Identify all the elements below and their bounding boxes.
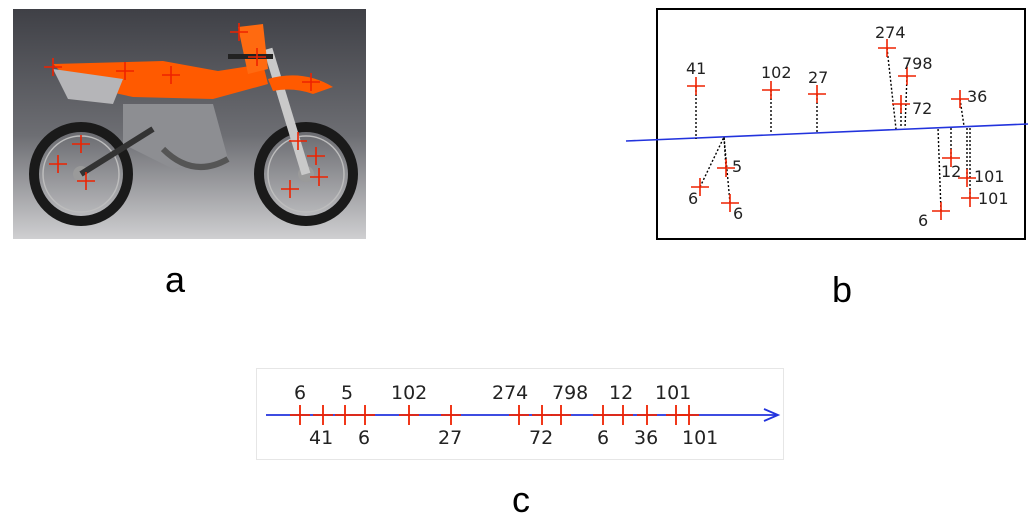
panel-c-label-above: 5 — [341, 382, 353, 404]
panel-c-cross — [313, 405, 333, 425]
panel-c-label-below: 6 — [358, 427, 370, 449]
panel-b-cross — [942, 149, 960, 167]
panel-c-label-below: 27 — [438, 427, 462, 449]
panel-c-cross — [335, 405, 355, 425]
panel-c-cross — [551, 405, 571, 425]
projection-segment — [937, 127, 942, 212]
panel-b-label: 274 — [875, 23, 906, 42]
panel-c-label-below: 6 — [597, 427, 609, 449]
front-fork — [263, 47, 311, 176]
panel-c-frame — [256, 368, 784, 460]
number-plate — [238, 24, 268, 74]
panel-c-cross — [637, 405, 657, 425]
panel-b-label: 101 — [974, 167, 1005, 186]
panel-c-cross — [290, 405, 310, 425]
panel-b-crosses — [687, 39, 979, 220]
feature-cross — [116, 62, 134, 80]
panel-b-cross — [878, 39, 896, 57]
panel-b-cross — [762, 81, 780, 99]
engine-block — [123, 104, 228, 169]
panel-c-label-below: 101 — [682, 427, 718, 449]
projection-line — [625, 123, 1029, 142]
panel-c-label-above: 101 — [655, 382, 691, 404]
photo-feature-crosses — [44, 23, 328, 198]
panel-c-cross — [355, 405, 375, 425]
panel-b-cross — [687, 77, 705, 95]
panel-b-cross — [808, 85, 826, 103]
panel-b-label: 36 — [967, 87, 987, 106]
feature-cross — [44, 58, 62, 76]
side-panel — [53, 69, 123, 104]
panel-b-label: 101 — [978, 189, 1009, 208]
panel-c-labels: 6 5 102 274 798 12 101 41 6 27 72 6 36 101 — [294, 382, 718, 449]
panel-b-label: 12 — [941, 162, 961, 181]
panel-b-label: 72 — [912, 99, 932, 118]
axis-arrow-head — [763, 408, 781, 422]
panel-c-label-below: 72 — [529, 427, 553, 449]
feature-cross — [230, 23, 248, 41]
projection-diagram: 41 102 27 274 798 72 36 5 6 6 12 101 6 101 — [625, 8, 1029, 240]
front-fender — [268, 75, 333, 94]
panel-b-cross — [721, 194, 739, 212]
panel-c-cross — [613, 405, 633, 425]
panel-b-label: 102 — [761, 63, 792, 82]
feature-cross — [49, 155, 67, 173]
panel-b-cross — [892, 95, 910, 113]
panel-c-label-above: 12 — [609, 382, 633, 404]
panel-b-label: 27 — [808, 68, 828, 87]
panel-c-cross — [509, 405, 529, 425]
ordering-diagram: 6 5 102 274 798 12 101 41 6 27 72 6 36 101 — [256, 368, 784, 460]
panel-b-cross — [951, 90, 969, 108]
projection-segment — [723, 136, 731, 204]
projection-segment — [886, 47, 897, 130]
panel-c-label-above: 274 — [492, 382, 528, 404]
panel-c-cross — [593, 405, 613, 425]
panel-b-labels: 41 102 27 274 798 72 36 5 6 6 12 101 6 101 — [686, 23, 1009, 230]
panel-b-label: 41 — [686, 59, 706, 78]
motorcycle-illustration — [13, 9, 366, 239]
panel-c-label-above: 798 — [552, 382, 588, 404]
panel-b-label: 6 — [918, 211, 928, 230]
label-b: b — [832, 269, 853, 310]
exhaust — [160, 146, 230, 170]
panel-b-label: 798 — [902, 54, 933, 73]
panel-b-label: 6 — [733, 204, 743, 223]
panel-b-cross — [958, 169, 976, 187]
panel-c-cross — [441, 405, 461, 425]
panel-b-cross — [932, 202, 950, 220]
panel-c-label-above: 6 — [294, 382, 306, 404]
panel-c-cross — [679, 405, 699, 425]
feature-cross — [162, 66, 180, 84]
panel-b-cross — [898, 67, 916, 85]
panel-c-label-below: 41 — [309, 427, 333, 449]
motorcycle-photo — [13, 9, 366, 239]
projection-segment — [699, 136, 725, 188]
panel-b-label: 6 — [688, 189, 698, 208]
panel-b-label: 5 — [732, 157, 742, 176]
swingarm — [79, 126, 155, 177]
feature-cross — [72, 135, 90, 153]
panel-c-cross — [399, 405, 419, 425]
feature-cross — [307, 147, 325, 165]
panel-c-crosses — [290, 405, 699, 425]
feature-cross — [248, 48, 266, 66]
feature-cross — [289, 132, 307, 150]
panel-b-cross — [691, 178, 709, 196]
feature-cross — [77, 172, 95, 190]
panel-c-cross — [532, 405, 552, 425]
label-a: a — [165, 259, 186, 300]
panel-c-label-above: 102 — [391, 382, 427, 404]
feature-cross — [302, 73, 320, 91]
panel-b-cross — [961, 189, 979, 207]
panel-b-cross — [717, 159, 735, 177]
label-c: c — [512, 479, 530, 520]
feature-cross — [281, 180, 299, 198]
panel-c-label-below: 36 — [634, 427, 658, 449]
feature-cross — [310, 168, 328, 186]
